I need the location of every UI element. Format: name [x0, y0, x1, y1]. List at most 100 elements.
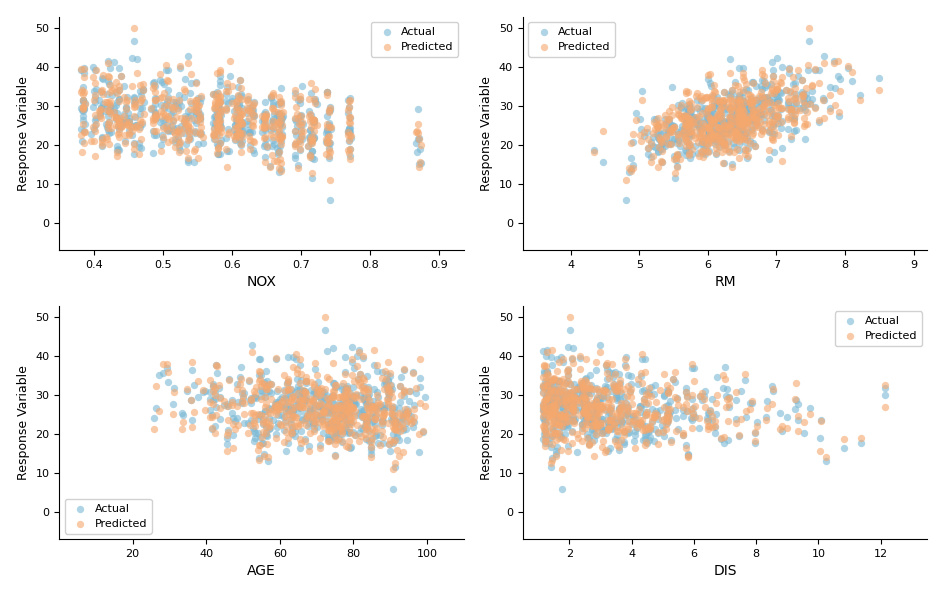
Actual — [317, 407, 332, 416]
Predicted — [744, 112, 759, 122]
Actual — [565, 392, 581, 402]
Predicted — [231, 114, 246, 123]
Predicted — [817, 113, 832, 123]
Actual — [258, 126, 273, 135]
Predicted — [76, 103, 91, 112]
Actual — [191, 110, 206, 120]
Predicted — [666, 123, 682, 132]
Actual — [286, 392, 301, 402]
Predicted — [247, 422, 262, 431]
Predicted — [727, 127, 742, 136]
Actual — [634, 386, 649, 396]
Actual — [640, 387, 655, 397]
Predicted — [122, 130, 137, 139]
Predicted — [592, 347, 607, 357]
Predicted — [764, 89, 779, 98]
Actual — [620, 406, 635, 415]
Predicted — [694, 95, 709, 105]
Actual — [796, 94, 811, 104]
Actual — [291, 408, 306, 418]
Actual — [246, 427, 261, 436]
Predicted — [361, 384, 376, 394]
Actual — [617, 410, 632, 419]
Actual — [721, 146, 736, 156]
Predicted — [781, 105, 796, 114]
Predicted — [811, 79, 826, 88]
Predicted — [736, 76, 751, 85]
Actual — [225, 93, 240, 103]
Actual — [576, 406, 591, 416]
Actual — [677, 111, 692, 120]
Actual — [182, 87, 197, 97]
Predicted — [721, 399, 736, 409]
Actual — [202, 387, 217, 397]
Predicted — [767, 104, 783, 113]
Actual — [620, 416, 635, 426]
Actual — [177, 111, 193, 120]
Predicted — [683, 117, 699, 126]
Actual — [745, 125, 760, 134]
Actual — [535, 382, 550, 392]
Predicted — [714, 108, 729, 118]
Predicted — [99, 134, 114, 144]
Predicted — [75, 147, 90, 156]
Predicted — [598, 385, 613, 394]
Actual — [288, 130, 303, 140]
Actual — [113, 71, 128, 81]
Predicted — [818, 452, 834, 462]
Predicted — [704, 103, 719, 112]
Predicted — [413, 140, 429, 149]
Predicted — [288, 412, 303, 422]
Actual — [183, 395, 198, 405]
Predicted — [772, 77, 787, 87]
Actual — [714, 117, 729, 126]
Actual — [208, 111, 223, 120]
Actual — [175, 409, 190, 418]
Actual — [552, 393, 567, 402]
Predicted — [720, 120, 735, 129]
Actual — [118, 102, 133, 111]
Actual — [608, 418, 623, 427]
Actual — [335, 425, 350, 435]
Predicted — [674, 111, 689, 121]
Actual — [109, 141, 124, 151]
Predicted — [370, 397, 385, 407]
Actual — [596, 405, 611, 414]
Actual — [606, 380, 621, 389]
Actual — [548, 421, 563, 431]
Actual — [659, 408, 674, 418]
Actual — [546, 378, 561, 387]
Predicted — [540, 380, 555, 390]
Predicted — [707, 422, 722, 431]
Actual — [589, 403, 604, 413]
Predicted — [563, 393, 578, 403]
Predicted — [185, 357, 200, 367]
Actual — [289, 385, 304, 394]
Predicted — [795, 90, 810, 100]
Actual — [271, 109, 286, 118]
Predicted — [245, 408, 261, 418]
Predicted — [258, 428, 273, 437]
Predicted — [331, 412, 346, 421]
Actual — [160, 126, 176, 136]
Actual — [682, 132, 697, 142]
Predicted — [261, 379, 277, 389]
Actual — [398, 418, 413, 427]
Predicted — [606, 419, 621, 428]
Actual — [258, 428, 273, 437]
Actual — [128, 121, 143, 130]
Actual — [681, 104, 696, 113]
Actual — [145, 126, 160, 136]
Predicted — [135, 86, 150, 95]
Actual — [556, 403, 571, 413]
Actual — [265, 114, 280, 123]
Predicted — [229, 96, 244, 106]
Actual — [698, 149, 713, 159]
Predicted — [603, 404, 618, 414]
Actual — [343, 389, 358, 398]
Predicted — [739, 121, 754, 130]
Predicted — [188, 127, 203, 136]
Predicted — [227, 113, 242, 123]
Actual — [258, 152, 273, 162]
Actual — [267, 402, 282, 412]
